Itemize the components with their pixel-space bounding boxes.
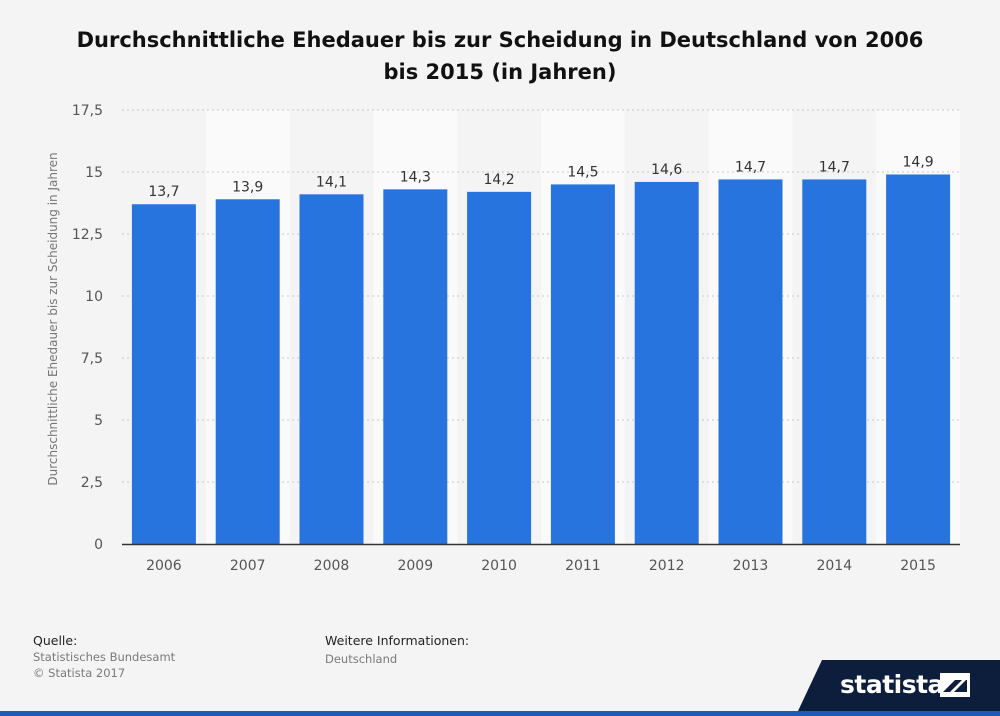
value-label: 14,2 xyxy=(484,172,515,188)
value-label: 13,7 xyxy=(148,184,179,200)
y-tick-label: 2,5 xyxy=(81,475,103,491)
x-tick-label: 2012 xyxy=(649,558,685,574)
chart-title: Durchschnittliche Ehedauer bis zur Schei… xyxy=(76,28,924,84)
more-info-value: Deutschland xyxy=(325,652,398,666)
value-label: 14,7 xyxy=(819,159,850,175)
y-tick-label: 10 xyxy=(85,289,103,305)
bar xyxy=(131,204,196,545)
bar-chart: 0 2,5 5 7,5 10 12,5 15 17,5 13,7 2006 13,9 2007 14,1… xyxy=(46,103,960,574)
value-label: 14,1 xyxy=(316,174,347,190)
y-tick-label: 0 xyxy=(94,537,103,553)
bar xyxy=(550,184,615,544)
statista-logo[interactable]: statista xyxy=(798,660,1000,711)
value-label: 14,9 xyxy=(903,154,934,170)
statista-logo-icon xyxy=(940,673,970,697)
source-label: Quelle: xyxy=(33,633,78,648)
copyright-line: © Statista 2017 xyxy=(33,666,126,680)
bar xyxy=(718,179,783,544)
x-tick-label: 2011 xyxy=(565,558,601,574)
bar xyxy=(634,181,699,545)
value-label: 13,9 xyxy=(232,179,263,195)
source-line: Statistisches Bundesamt xyxy=(33,650,176,664)
more-info-label: Weitere Informationen: xyxy=(325,633,470,648)
x-tick-label: 2010 xyxy=(481,558,517,574)
y-tick-label: 17,5 xyxy=(72,103,103,119)
value-label: 14,7 xyxy=(735,159,766,175)
y-tick-label: 15 xyxy=(85,165,103,181)
x-tick-label: 2009 xyxy=(397,558,433,574)
bar xyxy=(383,189,448,545)
bottom-stripe xyxy=(0,711,1000,716)
bar xyxy=(886,174,951,545)
bar xyxy=(467,191,532,544)
x-tick-label: 2007 xyxy=(230,558,266,574)
y-tick-label: 12,5 xyxy=(72,227,103,243)
value-label: 14,3 xyxy=(400,169,431,185)
x-tick-label: 2014 xyxy=(816,558,852,574)
bar xyxy=(215,199,280,544)
brand-wordmark: statista xyxy=(840,670,944,699)
value-label: 14,6 xyxy=(651,162,682,178)
x-tick-label: 2015 xyxy=(900,558,936,574)
y-tick-label: 5 xyxy=(94,413,103,429)
bar xyxy=(802,179,867,544)
bar xyxy=(299,194,364,544)
y-axis-title: Durchschnittliche Ehedauer bis zur Schei… xyxy=(46,152,60,485)
x-tick-label: 2008 xyxy=(314,558,350,574)
y-tick-label: 7,5 xyxy=(81,351,103,367)
x-tick-label: 2006 xyxy=(146,558,182,574)
x-tick-label: 2013 xyxy=(733,558,769,574)
value-label: 14,5 xyxy=(567,164,598,180)
